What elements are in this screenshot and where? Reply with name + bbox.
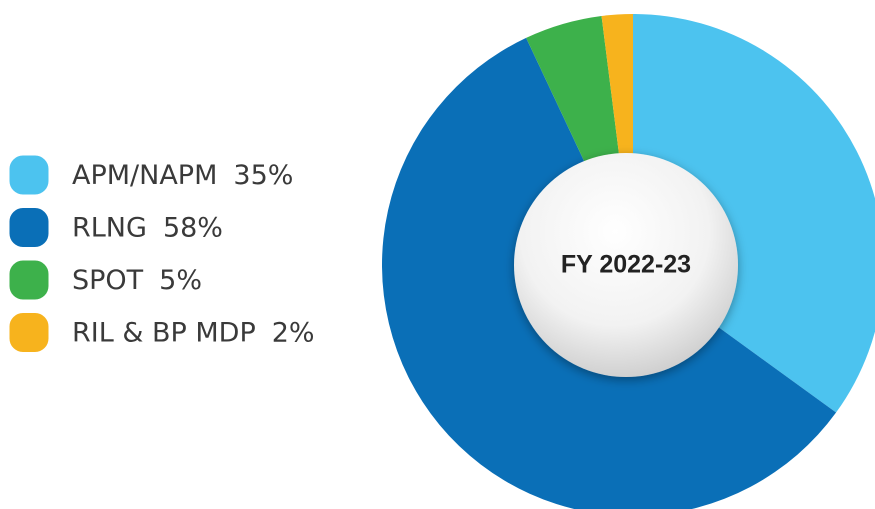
legend-name: APM/NAPM [72, 160, 217, 191]
legend-swatch [8, 154, 50, 196]
legend-name: SPOT [72, 265, 144, 296]
legend-label: RLNG 58% [72, 212, 223, 243]
legend-value: 2% [272, 317, 315, 348]
legend-label: RIL & BP MDP 2% [72, 317, 315, 348]
legend-value: 58% [163, 212, 223, 243]
legend: APM/NAPM 35% RLNG 58% SPOT 5% RIL & BP MDP 2% [8, 154, 315, 353]
legend-name: RIL & BP MDP [72, 317, 256, 348]
center-hub [514, 153, 738, 377]
slice [633, 14, 875, 413]
legend-value: 5% [159, 265, 202, 296]
legend-name: RLNG [72, 212, 147, 243]
legend-swatch [8, 207, 50, 248]
legend-swatch [8, 259, 50, 301]
center-label: FY 2022-23 [561, 251, 691, 279]
legend-label: SPOT 5% [72, 265, 202, 296]
legend-value: 35% [233, 160, 293, 191]
legend-label: APM/NAPM 35% [72, 160, 293, 191]
legend-swatch [8, 312, 50, 353]
